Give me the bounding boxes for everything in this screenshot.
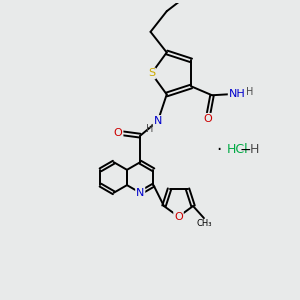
Text: O: O (114, 128, 122, 138)
Text: −: − (240, 143, 251, 157)
Text: H: H (250, 143, 259, 157)
Text: NH: NH (229, 89, 245, 99)
Text: N: N (154, 116, 162, 126)
Text: H: H (246, 87, 253, 97)
Text: CH₃: CH₃ (196, 219, 212, 228)
Text: ·: · (217, 141, 222, 159)
Text: H: H (146, 124, 153, 134)
Text: N: N (136, 188, 144, 198)
Text: HCl: HCl (226, 143, 248, 157)
Text: S: S (148, 68, 155, 78)
Text: O: O (174, 212, 183, 222)
Text: O: O (203, 114, 212, 124)
